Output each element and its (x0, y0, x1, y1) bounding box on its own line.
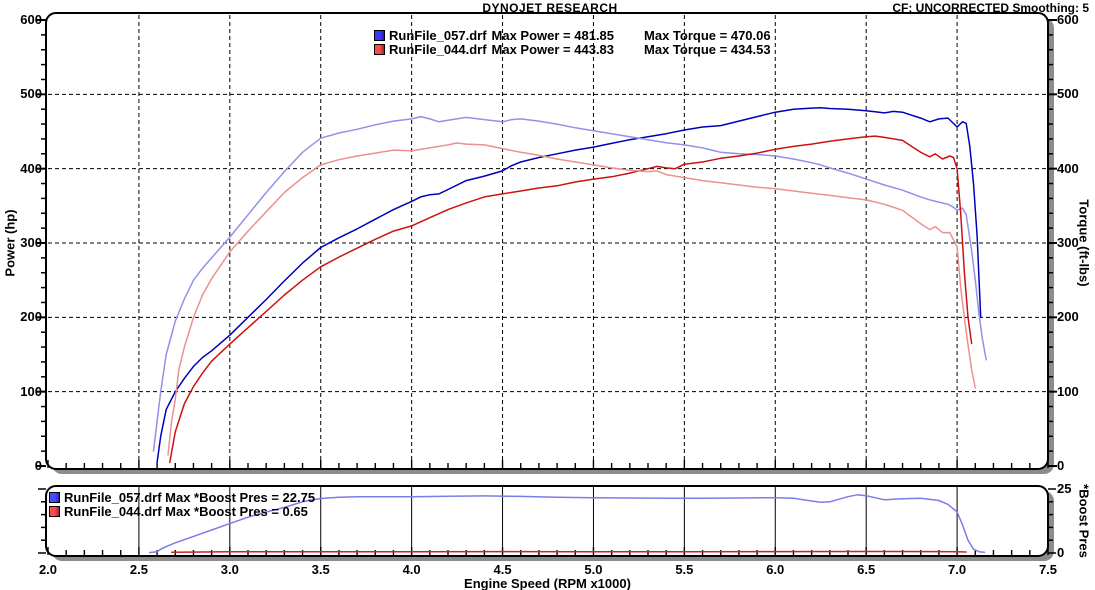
run057-max-boost: RunFile_057.drf Max *Boost Pres = 22.75 (64, 489, 316, 505)
power-tick-label: 100 (20, 383, 42, 399)
run044-file-label: RunFile_044.drf (389, 41, 487, 57)
run057-file-label: RunFile_057.drf (389, 27, 487, 43)
rpm-tick-label: 3.0 (220, 562, 239, 577)
boost-legend-row-run044: RunFile_044.drf Max *Boost Pres = 0.65 (49, 503, 315, 519)
torque-tick-label: 0 (1057, 458, 1065, 473)
rpm-tick-label: 5.5 (675, 562, 694, 577)
power-tick-label: 0 (34, 458, 42, 473)
run057-max-torque: Max Torque = 470.06 (644, 27, 771, 43)
torque-tick-label: 200 (1057, 309, 1079, 325)
boost-legend-row-run057: RunFile_057.drf Max *Boost Pres = 22.75 (49, 489, 316, 505)
x-axis-title: Engine Speed (RPM x1000) (464, 576, 631, 590)
power-tick-label: 400 (20, 160, 42, 176)
boost-legend: RunFile_057.drf Max *Boost Pres = 22.75 … (49, 489, 316, 519)
boost-tick-label: 25 (1057, 481, 1072, 496)
run044-color-swatch (374, 43, 385, 55)
rpm-tick-label: 5.0 (584, 562, 603, 577)
rpm-tick-label: 7.5 (1038, 562, 1058, 577)
rpm-tick-label: 2.0 (38, 562, 58, 577)
rpm-tick-label: 4.5 (493, 562, 512, 577)
main-legend: RunFile_057.drf Max Power = 481.85 Max T… (374, 27, 771, 57)
torque-tick-label: 500 (1057, 86, 1079, 102)
rpm-tick-label: 2.5 (129, 562, 148, 577)
power-tick-label: 200 (20, 309, 42, 325)
torque-tick-label: 300 (1057, 235, 1079, 250)
legend-row-run044: RunFile_044.drf Max Power = 443.83 Max T… (374, 41, 771, 57)
rpm-tick-label: 4.0 (402, 562, 421, 577)
power-tick-label: 300 (20, 235, 42, 250)
torque-tick-label: 400 (1057, 160, 1079, 176)
power-tick-label: 600 (20, 12, 42, 27)
run044-boost-swatch (49, 505, 60, 517)
run044-max-boost: RunFile_044.drf Max *Boost Pres = 0.65 (64, 503, 308, 519)
run044-max-power: Max Power = 443.83 (491, 41, 615, 57)
correction-smoothing-label: CF: UNCORRECTED Smoothing: 5 (892, 1, 1089, 15)
run057-max-power: Max Power = 481.85 (491, 27, 615, 43)
rpm-tick-label: 7.0 (948, 562, 967, 577)
rpm-tick-label: 6.0 (766, 562, 785, 577)
run057-boost-swatch (49, 491, 60, 503)
torque-tick-label: 600 (1057, 12, 1079, 27)
page-title: DYNOJET RESEARCH (482, 1, 618, 15)
run057-color-swatch (374, 29, 385, 41)
rpm-tick-label: 6.5 (857, 562, 876, 577)
torque-tick-label: 100 (1057, 383, 1079, 399)
legend-row-run057: RunFile_057.drf Max Power = 481.85 Max T… (374, 27, 771, 43)
run044-max-torque: Max Torque = 434.53 (644, 41, 771, 57)
power-tick-label: 500 (20, 86, 42, 102)
rpm-tick-label: 3.5 (311, 562, 330, 577)
boost-tick-label: 0 (1057, 545, 1065, 560)
